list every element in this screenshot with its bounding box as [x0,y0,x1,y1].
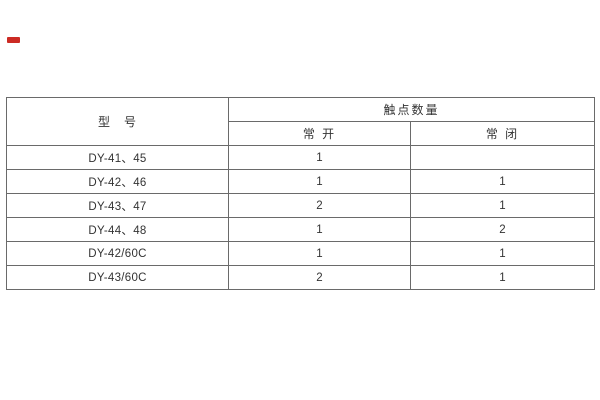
contact-quantity-table: 型 号 触点数量 常 开 常 闭 DY-41、45 1 DY-42、46 1 1… [6,97,596,290]
column-header-normally-open: 常 开 [228,121,411,146]
model-cell: DY-42、46 [6,169,229,194]
model-cell: DY-44、48 [6,217,229,242]
normally-open-cell: 1 [228,145,411,170]
normally-closed-cell: 2 [409,217,596,242]
table-row: DY-43、47 2 1 [6,193,596,218]
table-row: DY-42/60C 1 1 [6,241,596,266]
column-header-contact-quantity: 触点数量 [227,97,596,122]
normally-closed-cell: 1 [409,169,596,194]
table-row: DY-41、45 1 [6,145,596,170]
normally-closed-cell: 1 [409,241,596,266]
table-row: DY-42、46 1 1 [6,169,596,194]
normally-open-cell: 2 [228,265,411,290]
normally-closed-cell [409,145,596,170]
table-row: DY-44、48 1 2 [6,217,596,242]
column-header-model: 型 号 [6,97,229,146]
column-header-normally-closed: 常 闭 [409,121,596,146]
red-mark [7,37,20,43]
model-cell: DY-42/60C [6,241,229,266]
model-cell: DY-43/60C [6,265,229,290]
normally-open-cell: 1 [228,217,411,242]
normally-open-cell: 1 [228,169,411,194]
normally-open-cell: 2 [228,193,411,218]
table-row: DY-43/60C 2 1 [6,265,596,290]
normally-closed-cell: 1 [409,265,596,290]
normally-closed-cell: 1 [409,193,596,218]
model-cell: DY-41、45 [6,145,229,170]
model-cell: DY-43、47 [6,193,229,218]
normally-open-cell: 1 [228,241,411,266]
